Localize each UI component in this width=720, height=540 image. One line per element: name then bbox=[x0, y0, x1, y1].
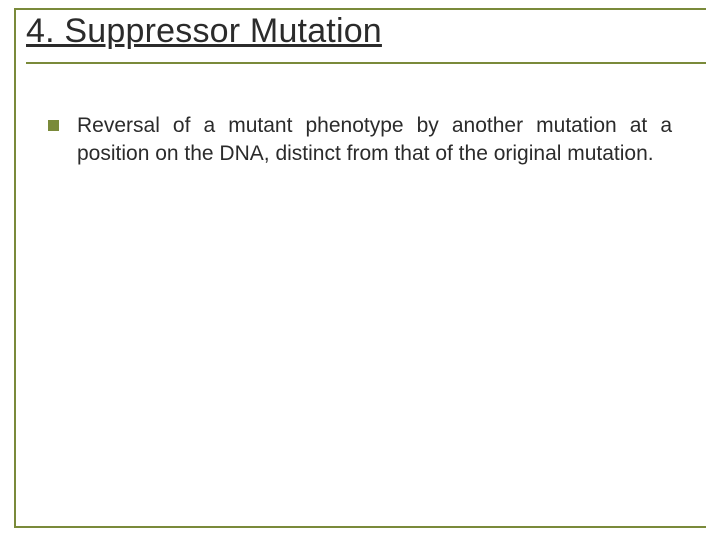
title-separator bbox=[26, 62, 706, 64]
bullet-item: Reversal of a mutant phenotype by anothe… bbox=[48, 112, 672, 169]
slide: 4. Suppressor Mutation Reversal of a mut… bbox=[0, 0, 720, 540]
frame-border-left bbox=[14, 8, 16, 528]
frame-border-top bbox=[14, 8, 706, 10]
title-area: 4. Suppressor Mutation bbox=[26, 12, 696, 57]
bullet-square-icon bbox=[48, 120, 59, 131]
slide-title: 4. Suppressor Mutation bbox=[26, 12, 400, 51]
frame-border-bottom bbox=[14, 526, 706, 528]
bullet-text: Reversal of a mutant phenotype by anothe… bbox=[77, 112, 672, 169]
body-area: Reversal of a mutant phenotype by anothe… bbox=[48, 112, 672, 169]
